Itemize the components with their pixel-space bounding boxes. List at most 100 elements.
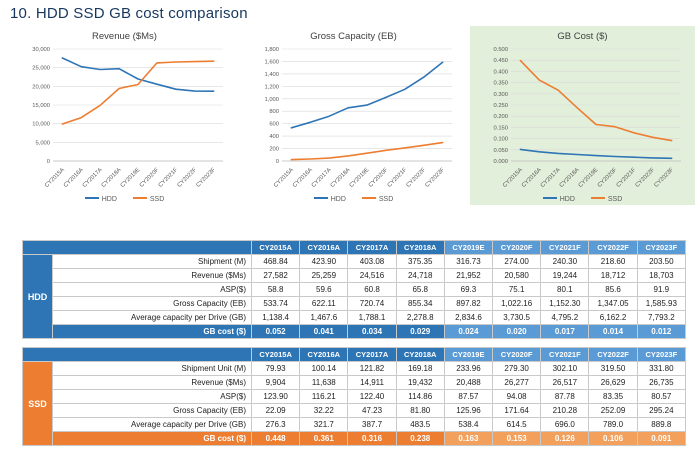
data-cell: 20,580 (492, 268, 542, 283)
data-cell: 123.90 (251, 389, 301, 404)
column-header: CY2019E (443, 347, 494, 362)
data-cell: 116.21 (299, 389, 349, 404)
data-cell: 85.6 (588, 282, 638, 297)
y-axis-label: 0.150 (493, 125, 508, 131)
data-cell: 6,162.2 (588, 310, 638, 325)
data-cell: 387.7 (347, 417, 397, 432)
table-corner-cell (21, 240, 253, 255)
chart-canvas-gbcost: 0.000 0.050 0.100 0.150 0.200 0.250 0.300 0.350… (493, 47, 681, 189)
table-row: Average capacity per Drive (GB) 276.3 321.… (23, 417, 687, 432)
data-cell: 0.163 (443, 431, 494, 446)
row-label: GB cost ($) (52, 431, 253, 446)
data-cell: 26,629 (588, 375, 638, 390)
table-row: Average capacity per Drive (GB) 1,138.4 1,… (23, 310, 687, 325)
data-cell: 11,638 (299, 375, 349, 390)
legend-item-hdd: HDD (542, 196, 575, 203)
hdd-line-swatch (84, 197, 99, 199)
table-corner-cell (21, 347, 253, 362)
data-cell: 897.82 (443, 296, 494, 311)
y-axis-label: 0.000 (493, 159, 508, 165)
data-cell: 65.8 (395, 282, 445, 297)
data-cell: 79.93 (251, 361, 301, 376)
series-line-ssd (519, 59, 672, 142)
column-header: CY2015A (251, 347, 301, 362)
row-label: Shipment (M) (52, 254, 253, 269)
data-cell: 1,022.16 (492, 296, 542, 311)
data-cell: 0.091 (636, 431, 687, 446)
data-cell: 375.35 (395, 254, 445, 269)
data-cell: 0.153 (492, 431, 542, 446)
data-cell: 0.034 (347, 324, 397, 339)
data-cell: 75.1 (492, 282, 542, 297)
ssd-line-swatch (132, 197, 147, 199)
y-axis-label: 20,000 (32, 84, 50, 90)
chart-panel-capacity: Gross Capacity (EB) 0 200 400 600 800 1,000 1,… (241, 26, 466, 205)
data-cell: 1,347.05 (588, 296, 638, 311)
table-header-row: CY2015A CY2016A CY2017A CY2018A CY2019E CY202… (21, 347, 687, 362)
legend-gbcost: HDD SSD (473, 196, 692, 203)
column-header: CY2022F (588, 240, 638, 255)
y-axis-label: 400 (269, 134, 279, 140)
data-cell: 80.1 (540, 282, 590, 297)
data-cell: 94.08 (492, 389, 542, 404)
data-cell: 240.30 (540, 254, 590, 269)
legend-item-hdd: HDD (313, 196, 346, 203)
data-cell: 87.57 (443, 389, 494, 404)
data-cell: 0.126 (540, 431, 590, 446)
data-cell: 171.64 (492, 403, 542, 418)
data-cell: 203.50 (636, 254, 687, 269)
charts-row: Revenue ($Ms) 0 5,000 10,000 15,000 20,000 25… (12, 26, 699, 205)
y-axis-label: 1,800 (264, 47, 279, 53)
ssd-table: CY2015A CY2016A CY2017A CY2018A CY2019E CY202… (21, 347, 687, 446)
data-cell: 22.09 (251, 403, 301, 418)
chart-panel-gbcost: GB Cost ($) 0.000 0.050 0.100 0.150 0.200 0.2… (470, 26, 695, 205)
row-label: Average capacity per Drive (GB) (52, 417, 253, 432)
y-axis-label: 0 (46, 159, 49, 165)
chart-title-revenue: Revenue ($Ms) (92, 31, 157, 42)
chart-canvas-revenue: 0 5,000 10,000 15,000 20,000 25,000 30,000 CY20… (32, 47, 223, 189)
series-line-ssd (61, 60, 214, 125)
hdd-line-swatch (313, 197, 328, 199)
data-cell: 233.96 (443, 361, 494, 376)
data-cell: 533.74 (251, 296, 301, 311)
y-axis-label: 0.400 (493, 69, 508, 75)
data-cell: 252.09 (588, 403, 638, 418)
legend-label-hdd: HDD (330, 196, 346, 203)
y-axis-label: 0.350 (493, 81, 508, 87)
data-cell: 26,277 (492, 375, 542, 390)
data-cell: 1,152.30 (540, 296, 590, 311)
series-line-hdd (61, 57, 214, 93)
data-cell: 24,718 (395, 268, 445, 283)
data-cell: 125.96 (443, 403, 494, 418)
y-axis-label: 0.050 (493, 148, 508, 154)
x-axis-label: CY2019E (119, 167, 141, 189)
y-axis-label: 15,000 (32, 103, 50, 109)
data-cell: 122.40 (347, 389, 397, 404)
data-cell: 47.23 (347, 403, 397, 418)
column-header: CY2015A (251, 240, 301, 255)
data-cell: 319.50 (588, 361, 638, 376)
data-cell: 0.361 (299, 431, 349, 446)
data-cell: 0.316 (347, 431, 397, 446)
data-cell: 26,735 (636, 375, 687, 390)
y-axis-label: 200 (269, 147, 279, 153)
column-header: CY2021F (540, 240, 590, 255)
data-cell: 468.84 (251, 254, 301, 269)
y-axis-label: 0.300 (493, 92, 508, 98)
data-cell: 483.5 (395, 417, 445, 432)
data-cell: 59.6 (299, 282, 349, 297)
data-cell: 32.22 (299, 403, 349, 418)
x-axis-label: CY2019E (577, 167, 599, 189)
data-cell: 276.3 (251, 417, 301, 432)
data-cell: 91.9 (636, 282, 687, 297)
x-axis-label: CY2023F (424, 167, 446, 189)
data-cell: 121.82 (347, 361, 397, 376)
hdd-line-swatch (542, 197, 557, 199)
data-cell: 855.34 (395, 296, 445, 311)
data-cell: 18,712 (588, 268, 638, 283)
data-cell: 26,517 (540, 375, 590, 390)
data-cell: 316.73 (443, 254, 494, 269)
data-cell: 0.106 (588, 431, 638, 446)
legend-revenue: HDD SSD (15, 196, 234, 203)
